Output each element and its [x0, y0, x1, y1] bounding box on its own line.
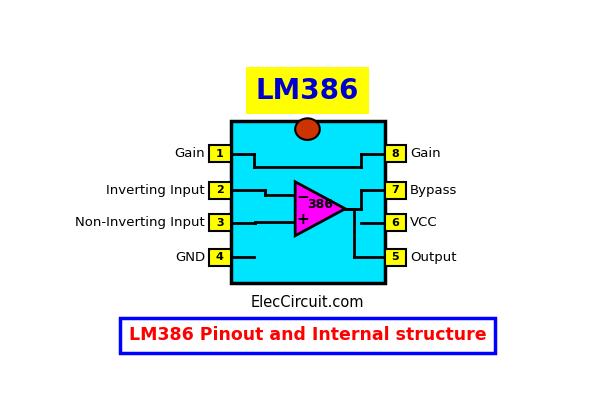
Text: +: +	[296, 212, 309, 227]
Bar	[209, 249, 230, 266]
Text: ElecCircuit.com: ElecCircuit.com	[251, 295, 364, 310]
Text: Output: Output	[410, 251, 457, 264]
Text: −: −	[296, 190, 309, 206]
Text: Gain: Gain	[410, 147, 440, 160]
Bar	[209, 145, 230, 162]
Text: 2: 2	[216, 185, 224, 195]
Text: LM386: LM386	[256, 77, 359, 105]
Text: 4: 4	[216, 252, 224, 262]
Text: 8: 8	[391, 149, 399, 159]
Text: 1: 1	[216, 149, 224, 159]
Text: VCC: VCC	[410, 216, 437, 229]
Text: 386: 386	[307, 198, 333, 211]
Text: 5: 5	[391, 252, 399, 262]
Text: Inverting Input: Inverting Input	[106, 184, 205, 197]
Text: LM386 Pinout and Internal structure: LM386 Pinout and Internal structure	[128, 326, 487, 345]
Text: Bypass: Bypass	[410, 184, 457, 197]
Bar	[209, 182, 230, 199]
Text: 6: 6	[391, 217, 399, 228]
Polygon shape	[295, 182, 345, 236]
FancyBboxPatch shape	[230, 122, 385, 283]
Bar	[385, 145, 406, 162]
Bar	[385, 214, 406, 231]
Text: GND: GND	[175, 251, 205, 264]
Text: Non-Inverting Input: Non-Inverting Input	[76, 216, 205, 229]
Ellipse shape	[295, 118, 320, 140]
Text: 3: 3	[216, 217, 224, 228]
Text: Gain: Gain	[175, 147, 205, 160]
Text: 7: 7	[391, 185, 399, 195]
Bar	[385, 182, 406, 199]
Bar	[385, 249, 406, 266]
Bar	[209, 214, 230, 231]
